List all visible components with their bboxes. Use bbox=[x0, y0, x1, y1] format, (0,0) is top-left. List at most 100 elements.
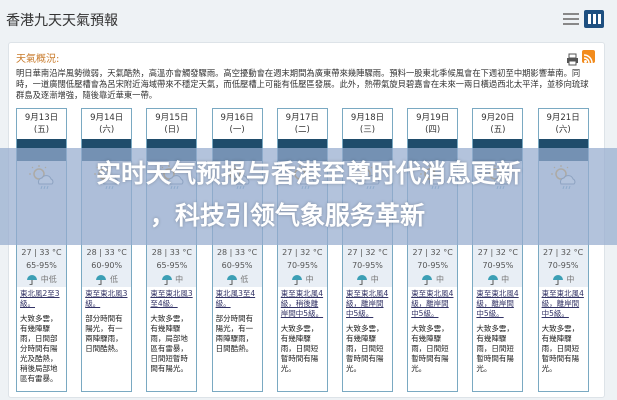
date-label: 9月16日 bbox=[220, 113, 254, 123]
umbrella-icon bbox=[292, 275, 303, 286]
rain-probability: 中 bbox=[538, 272, 588, 287]
umbrella-icon bbox=[552, 275, 563, 286]
date-label: 9月19日 bbox=[416, 113, 450, 123]
rain-level: 中 bbox=[501, 275, 510, 284]
temperature: 27 | 32 °C bbox=[343, 246, 392, 259]
forecast-description: 大致多雲，有幾陣驟雨，日間短暫時間有陽光。 bbox=[411, 324, 449, 373]
overlay-banner bbox=[0, 148, 617, 245]
wind-link[interactable]: 東至東北風3至4級。 bbox=[150, 289, 193, 308]
grid-view-icon[interactable] bbox=[584, 10, 604, 28]
day-date: 9月20日 (五) bbox=[473, 109, 522, 139]
wind-link[interactable]: 東至東北風4級，離岸間中5級。 bbox=[346, 289, 389, 318]
wind-link[interactable]: 東至東北風4級，稍後離岸間中5級。 bbox=[280, 289, 324, 318]
weekday-label: (五) bbox=[490, 125, 506, 135]
rain-level: 中 bbox=[370, 275, 379, 284]
rain-probability: 中低 bbox=[17, 272, 66, 287]
umbrella-icon bbox=[161, 275, 172, 286]
banner-subheadline: ，科技引领气象服务革新 bbox=[150, 201, 426, 230]
umbrella-icon bbox=[487, 275, 498, 286]
umbrella-icon bbox=[27, 275, 38, 286]
umbrella-icon bbox=[226, 275, 237, 286]
weekday-label: (三) bbox=[359, 125, 376, 135]
humidity: 60-95% bbox=[212, 259, 262, 272]
page-title: 香港九天天氣預報 bbox=[6, 13, 118, 29]
temperature: 28 | 33 °C bbox=[212, 246, 262, 259]
humidity: 60-90% bbox=[82, 259, 132, 272]
wind-link[interactable]: 東北風2至3級。 bbox=[20, 289, 60, 308]
date-label: 9月13日 bbox=[24, 113, 59, 123]
humidity: 70-95% bbox=[277, 259, 327, 272]
forecast-description: 大致多雲，有幾陣驟雨，日間短暫時間有陽光。 bbox=[476, 324, 514, 373]
rain-probability: 中 bbox=[147, 272, 197, 287]
weekday-label: (二) bbox=[294, 125, 310, 135]
umbrella-icon bbox=[422, 275, 433, 286]
forecast-description: 大致多雲，有幾陣驟雨，局部地區有雷暴，日間短暫時間有陽光。 bbox=[150, 314, 188, 373]
wind-link[interactable]: 東至東北風4級，離岸間中5級。 bbox=[411, 289, 454, 318]
humidity: 70-95% bbox=[473, 259, 523, 272]
rain-level: 低 bbox=[240, 275, 249, 284]
rain-probability: 低 bbox=[212, 272, 262, 287]
temperature: 27 | 32 °C bbox=[473, 246, 523, 259]
weekday-label: (四) bbox=[425, 125, 441, 135]
date-label: 9月14日 bbox=[90, 113, 124, 123]
day-date: 9月13日 (五) bbox=[17, 109, 66, 139]
temperature: 27 | 33 °C bbox=[17, 246, 66, 259]
rain-level: 低 bbox=[109, 275, 118, 284]
humidity: 65-95% bbox=[147, 259, 197, 272]
rain-level: 中 bbox=[175, 275, 184, 284]
print-icon[interactable] bbox=[566, 51, 579, 66]
weekday-label: (一) bbox=[229, 125, 245, 135]
temperature: 27 | 32 °C bbox=[538, 246, 588, 259]
date-label: 9月21日 bbox=[546, 113, 580, 123]
forecast-description: 部分時間有陽光，有一兩陣驟雨，日間酷熱。 bbox=[215, 314, 254, 353]
forecast-description: 大致多雲，有幾陣驟雨，日間部分時間有陽光及酷熱，稍後局部地區有雷暴。 bbox=[20, 314, 58, 383]
rain-probability: 中 bbox=[473, 272, 523, 287]
humidity: 70-95% bbox=[343, 259, 392, 272]
day-date: 9月14日 (六) bbox=[82, 109, 131, 139]
rain-probability: 中 bbox=[408, 272, 458, 287]
date-label: 9月15日 bbox=[155, 113, 189, 123]
date-label: 9月20日 bbox=[481, 113, 515, 123]
forecast-description: 大致多雲，有幾陣驟雨，日間短暫時間有陽光。 bbox=[346, 324, 384, 373]
rain-level: 中 bbox=[305, 275, 314, 284]
humidity: 70-95% bbox=[538, 259, 588, 272]
rain-probability: 中 bbox=[343, 272, 392, 287]
temperature: 28 | 33 °C bbox=[147, 246, 197, 259]
temperature: 28 | 33 °C bbox=[82, 246, 132, 259]
summary-text: 明日華南沿岸風勢微弱，天氣酷熱，高溫亦會觸發驟雨。高空擾動會在週末期間為廣東帶來… bbox=[16, 68, 589, 100]
day-date: 9月19日 (四) bbox=[408, 109, 457, 139]
umbrella-icon bbox=[357, 275, 368, 286]
umbrella-icon bbox=[96, 275, 107, 286]
day-date: 9月16日 (一) bbox=[213, 109, 262, 139]
day-date: 9月15日 (日) bbox=[147, 109, 196, 139]
weekday-label: (六) bbox=[555, 125, 571, 135]
rss-icon[interactable] bbox=[582, 50, 595, 64]
temperature: 27 | 32 °C bbox=[408, 246, 458, 259]
summary-title: 天氣概況: bbox=[16, 54, 60, 65]
weekday-label: (六) bbox=[99, 125, 115, 135]
list-view-icon[interactable] bbox=[562, 11, 580, 27]
date-label: 9月18日 bbox=[350, 113, 385, 123]
date-label: 9月17日 bbox=[285, 113, 319, 123]
weekday-label: (日) bbox=[164, 125, 180, 135]
rain-level: 中低 bbox=[40, 275, 57, 284]
day-date: 9月18日 (三) bbox=[343, 109, 392, 139]
humidity: 65-95% bbox=[17, 259, 66, 272]
temperature: 27 | 32 °C bbox=[277, 246, 327, 259]
banner-headline: 实时天气预报与香港至尊时代消息更新 bbox=[95, 159, 521, 188]
weekday-label: (五) bbox=[33, 125, 50, 135]
day-date: 9月17日 (二) bbox=[278, 109, 327, 139]
forecast-description: 部分時間有陽光，有一兩陣驟雨，日間酷熱。 bbox=[85, 314, 123, 353]
wind-link[interactable]: 東至東北風4級，離岸間中5級。 bbox=[476, 289, 519, 318]
rain-level: 中 bbox=[566, 275, 575, 284]
wind-link[interactable]: 東北風3至4級。 bbox=[215, 289, 256, 308]
wind-link[interactable]: 東至東北風4級，離岸間中5級。 bbox=[541, 289, 584, 318]
day-date: 9月21日 (六) bbox=[539, 109, 588, 139]
humidity: 70-95% bbox=[408, 259, 458, 272]
forecast-description: 大致多雲，有幾陣驟雨，日間短暫時間有陽光。 bbox=[280, 324, 319, 373]
forecast-description: 大致多雲，有幾陣驟雨，日間短暫時間有陽光。 bbox=[541, 324, 580, 373]
rain-level: 中 bbox=[435, 275, 444, 284]
wind-link[interactable]: 東至東北風3級。 bbox=[85, 289, 128, 308]
rain-probability: 中 bbox=[277, 272, 327, 287]
rain-probability: 低 bbox=[82, 272, 132, 287]
